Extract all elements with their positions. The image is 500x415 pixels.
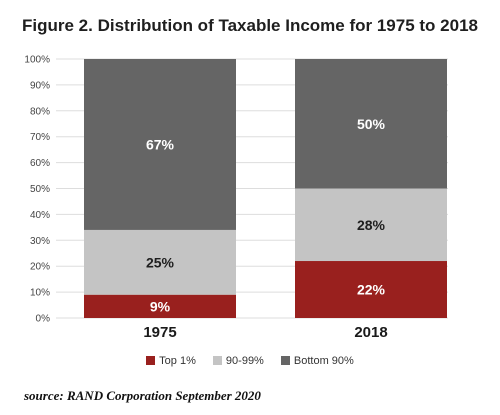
legend-label-90-99: 90-99%: [225, 355, 264, 367]
y-tick-label: 100%: [24, 55, 50, 66]
y-tick-label: 10%: [30, 288, 50, 299]
y-tick-label: 50%: [30, 184, 50, 195]
data-label: 67%: [146, 136, 175, 152]
bar-segment-2018-top-1: [295, 261, 447, 318]
y-tick-label: 20%: [30, 262, 50, 273]
legend: Top 1% 90-99% Bottom 90%: [0, 355, 500, 367]
data-label: 9%: [150, 298, 171, 314]
legend-item-top-1: Top 1%: [146, 355, 196, 367]
legend-swatch-90-99: [212, 356, 222, 365]
bar-segment-2018-bottom-90: [295, 59, 447, 189]
y-tick-label: 80%: [30, 106, 50, 117]
y-tick-label: 70%: [30, 132, 50, 143]
bar-segment-2018-90-99: [295, 188, 447, 262]
y-tick-label: 90%: [30, 80, 50, 91]
source-note: source: RAND Corporation September 2020: [24, 388, 261, 403]
y-tick-label: 30%: [30, 236, 50, 247]
stacked-bar-chart: 0% 10% 20% 30% 40% 50% 60% 70% 80% 90% 100% 9% 25% 6…: [24, 55, 448, 341]
x-axis-category-labels: 1975 2018: [143, 324, 387, 341]
data-labels: 9% 25% 67% 22% 28% 50%: [146, 116, 386, 315]
legend-swatch-top-1: [146, 356, 156, 365]
data-label: 50%: [357, 116, 386, 132]
legend-label-bottom-90: Bottom 90%: [293, 355, 354, 367]
data-label: 25%: [146, 254, 175, 270]
legend-swatch-bottom-90: [280, 356, 290, 365]
x-category-label-1975: 1975: [143, 324, 176, 341]
y-axis-tick-labels: 0% 10% 20% 30% 40% 50% 60% 70% 80% 90% 100%: [24, 55, 50, 325]
y-tick-label: 40%: [30, 210, 50, 221]
data-label: 22%: [357, 282, 386, 298]
bar-segment-1975-90-99: [84, 229, 236, 295]
x-category-label-2018: 2018: [354, 324, 387, 341]
legend-item-bottom-90: Bottom 90%: [280, 355, 354, 367]
legend-item-90-99: 90-99%: [212, 355, 264, 367]
bar-segment-1975-top-1: [84, 294, 236, 318]
y-tick-label: 0%: [36, 314, 51, 325]
bars: [84, 59, 447, 318]
data-label: 28%: [357, 217, 386, 233]
bar-segment-1975-bottom-90: [84, 59, 236, 230]
y-tick-label: 60%: [30, 158, 50, 169]
legend-label-top-1: Top 1%: [159, 355, 196, 367]
chart-title: Figure 2. Distribution of Taxable Income…: [22, 16, 478, 35]
